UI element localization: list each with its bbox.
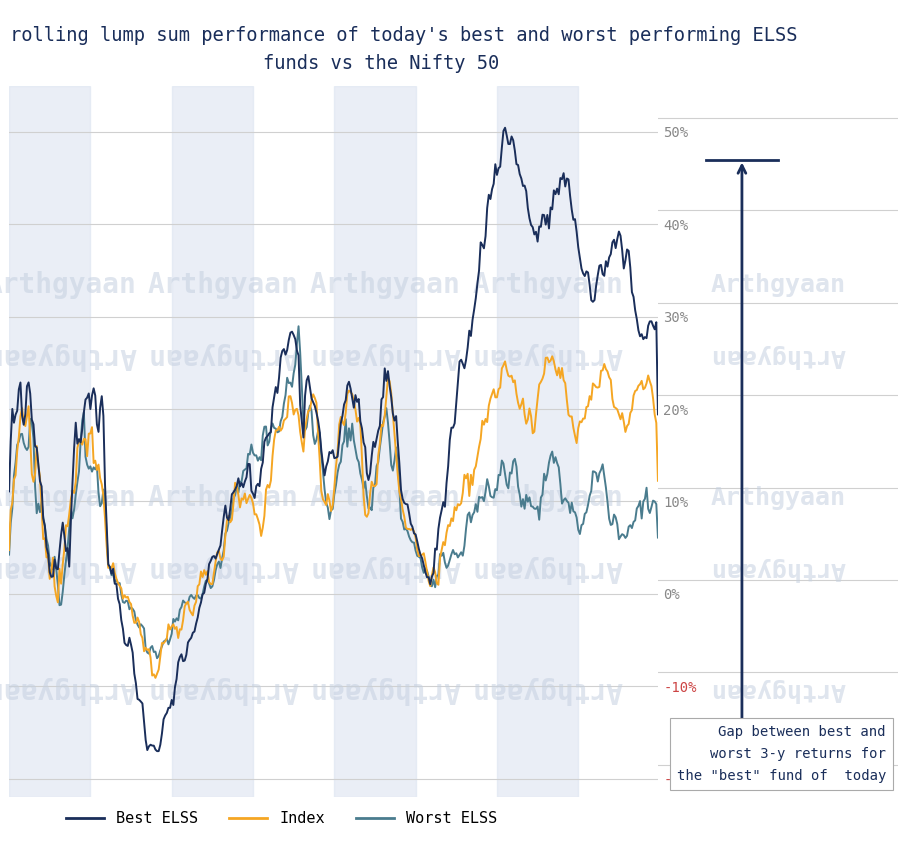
Index: [150, 673, 161, 683]
Legend: Best ELSS, Index, Worst ELSS: Best ELSS, Index, Worst ELSS: [60, 805, 503, 832]
Bar: [335, 86, 415, 797]
Text: 3-y rolling lump sum performance of today's best and worst performing ELSS
funds: 3-y rolling lump sum performance of toda…: [0, 26, 797, 73]
Text: Arthgyaan: Arthgyaan: [710, 678, 845, 703]
Text: Arthgyaan: Arthgyaan: [473, 342, 623, 370]
Best ELSS: [652, 410, 663, 420]
Text: Arthgyaan: Arthgyaan: [0, 676, 136, 704]
Text: Arthgyaan: Arthgyaan: [310, 342, 461, 370]
Worst ELSS: [151, 653, 162, 663]
Text: Arthgyaan: Arthgyaan: [0, 484, 136, 512]
Text: Arthgyaan: Arthgyaan: [148, 555, 298, 584]
Best ELSS: [262, 431, 273, 441]
Index: [262, 480, 273, 490]
Best ELSS: [414, 544, 424, 554]
Bar: [9, 86, 91, 797]
Worst ELSS: [262, 440, 273, 451]
Index: [652, 476, 663, 486]
Index: [4, 545, 15, 555]
Worst ELSS: [217, 554, 228, 564]
Best ELSS: [477, 240, 488, 250]
Worst ELSS: [475, 493, 486, 503]
Text: Arthgyaan: Arthgyaan: [710, 273, 845, 297]
Text: Arthgyaan: Arthgyaan: [148, 271, 298, 299]
Worst ELSS: [293, 321, 304, 332]
Line: Worst ELSS: Worst ELSS: [9, 327, 658, 658]
Text: Arthgyaan: Arthgyaan: [710, 344, 845, 368]
Best ELSS: [473, 266, 484, 276]
Text: Arthgyaan: Arthgyaan: [148, 676, 298, 704]
Bar: [497, 86, 579, 797]
Text: Arthgyaan: Arthgyaan: [473, 484, 623, 512]
Text: Arthgyaan: Arthgyaan: [310, 555, 461, 584]
Index: [477, 416, 488, 426]
Text: Arthgyaan: Arthgyaan: [710, 557, 845, 581]
Text: Arthgyaan: Arthgyaan: [310, 676, 461, 704]
Worst ELSS: [4, 549, 15, 560]
Text: Arthgyaan: Arthgyaan: [310, 484, 461, 512]
Best ELSS: [500, 123, 511, 133]
Text: Arthgyaan: Arthgyaan: [0, 555, 136, 584]
Index: [414, 551, 424, 561]
Worst ELSS: [415, 553, 426, 563]
Best ELSS: [217, 525, 228, 536]
Line: Best ELSS: Best ELSS: [9, 128, 658, 751]
Text: Arthgyaan: Arthgyaan: [148, 342, 298, 370]
Index: [82, 451, 93, 461]
Bar: [171, 86, 253, 797]
Best ELSS: [151, 746, 162, 756]
Best ELSS: [82, 393, 93, 403]
Text: Arthgyaan: Arthgyaan: [473, 676, 623, 704]
Index: [547, 351, 558, 362]
Best ELSS: [4, 486, 15, 496]
Index: [473, 441, 484, 452]
Line: Index: Index: [9, 357, 658, 678]
Text: Gap between best and
worst 3-y returns for
the "best" fund of  today: Gap between best and worst 3-y returns f…: [677, 725, 886, 782]
Worst ELSS: [479, 496, 490, 506]
Text: Arthgyaan: Arthgyaan: [310, 271, 461, 299]
Index: [217, 555, 228, 566]
Text: Arthgyaan: Arthgyaan: [0, 342, 136, 370]
Text: Arthgyaan: Arthgyaan: [473, 555, 623, 584]
Text: Arthgyaan: Arthgyaan: [0, 271, 136, 299]
Worst ELSS: [82, 459, 93, 470]
Text: Arthgyaan: Arthgyaan: [710, 486, 845, 510]
Text: Arthgyaan: Arthgyaan: [148, 484, 298, 512]
Worst ELSS: [652, 532, 663, 542]
Text: Arthgyaan: Arthgyaan: [473, 271, 623, 299]
